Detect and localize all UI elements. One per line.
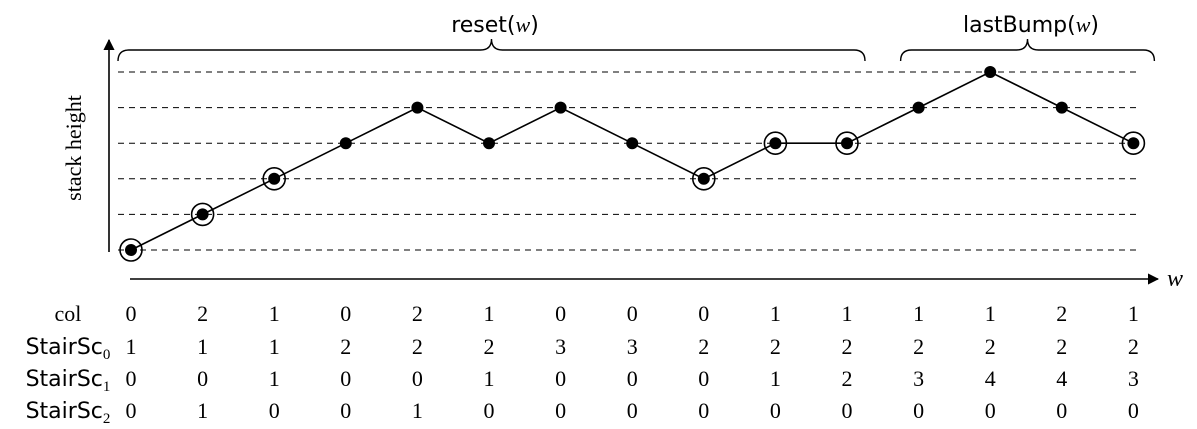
row-label: StairSc1 bbox=[26, 367, 111, 395]
table-cell: 2 bbox=[484, 334, 495, 359]
table-cell: 0 bbox=[126, 366, 137, 391]
table-cell: 1 bbox=[1128, 301, 1139, 326]
data-point bbox=[196, 208, 209, 221]
data-point bbox=[339, 137, 352, 150]
table-cell: 0 bbox=[197, 366, 208, 391]
table-cell: 0 bbox=[698, 301, 709, 326]
table-cell: 2 bbox=[842, 334, 853, 359]
table-cell: 1 bbox=[269, 334, 280, 359]
table-cell: 2 bbox=[770, 334, 781, 359]
table-cell: 0 bbox=[1056, 398, 1067, 423]
data-point bbox=[697, 172, 710, 185]
table-cell: 2 bbox=[913, 334, 924, 359]
table-cell: 0 bbox=[1128, 398, 1139, 423]
data-point bbox=[841, 137, 853, 150]
table-cell: 0 bbox=[412, 366, 423, 391]
series-line bbox=[130, 71, 1134, 251]
table-cell: 1 bbox=[770, 366, 781, 391]
table-cell: 2 bbox=[1056, 301, 1067, 326]
table-cell: 2 bbox=[1128, 334, 1139, 359]
table-cell: 1 bbox=[484, 301, 495, 326]
table-cell: 0 bbox=[126, 398, 137, 423]
table-cell: 0 bbox=[627, 366, 638, 391]
table-cell: 0 bbox=[269, 398, 280, 423]
table-cell: 2 bbox=[1056, 334, 1067, 359]
table-cell: 3 bbox=[555, 334, 566, 359]
table-cell: 0 bbox=[555, 398, 566, 423]
data-point bbox=[1055, 101, 1068, 114]
circled-marker-ring bbox=[119, 238, 143, 262]
table-cell: 0 bbox=[340, 398, 351, 423]
lastbump-label: lastBump(w) bbox=[963, 12, 1099, 38]
table-cell: 1 bbox=[197, 398, 208, 423]
data-point bbox=[984, 66, 997, 78]
table-cell: 2 bbox=[412, 334, 423, 359]
table-cell: 4 bbox=[985, 366, 996, 391]
circled-marker-ring bbox=[763, 131, 788, 155]
data-point bbox=[268, 172, 281, 185]
table-cell: 0 bbox=[985, 398, 996, 423]
table-cell: 2 bbox=[842, 366, 853, 391]
table-cell: 0 bbox=[555, 301, 566, 326]
table-cell: 0 bbox=[842, 398, 853, 423]
table-cell: 3 bbox=[627, 334, 638, 359]
table-cell: 0 bbox=[698, 398, 709, 423]
table-cell: 0 bbox=[555, 366, 566, 391]
y-axis-label: stack height bbox=[61, 95, 86, 201]
table-cell: 0 bbox=[627, 301, 638, 326]
circled-marker-ring bbox=[1121, 131, 1146, 155]
data-point bbox=[411, 101, 424, 114]
table-cell: 1 bbox=[126, 334, 137, 359]
table-cell: 0 bbox=[340, 301, 351, 326]
table-cell: 1 bbox=[842, 301, 853, 326]
table-cell: 0 bbox=[770, 398, 781, 423]
table-cell: 0 bbox=[484, 398, 495, 423]
table-cell: 1 bbox=[412, 398, 423, 423]
grid-lines bbox=[118, 71, 1137, 251]
lastbump-brace bbox=[899, 38, 1156, 62]
table-cell: 4 bbox=[1056, 366, 1067, 391]
data-point bbox=[483, 137, 495, 150]
table-cell: 1 bbox=[913, 301, 924, 326]
data-point bbox=[554, 101, 567, 114]
reset-brace bbox=[117, 38, 866, 62]
table-cell: 1 bbox=[269, 366, 280, 391]
table-cell: 1 bbox=[770, 301, 781, 326]
table-cell: 0 bbox=[698, 366, 709, 391]
row-label: StairSc2 bbox=[26, 399, 111, 427]
row-label: StairSc0 bbox=[26, 335, 111, 363]
table-cell: 3 bbox=[913, 366, 924, 391]
data-point bbox=[125, 244, 137, 256]
circled-marker-ring bbox=[835, 131, 859, 155]
table-cell: 2 bbox=[340, 334, 351, 359]
circled-marker-ring bbox=[262, 167, 287, 191]
table-cell: 2 bbox=[985, 334, 996, 359]
height-series bbox=[119, 66, 1146, 262]
table-cell: 2 bbox=[698, 334, 709, 359]
brace-group bbox=[117, 38, 1156, 62]
data-point bbox=[912, 101, 925, 114]
table-cell: 0 bbox=[340, 366, 351, 391]
table-cell: 1 bbox=[484, 366, 495, 391]
circled-marker-ring bbox=[190, 202, 215, 227]
data-point bbox=[626, 137, 639, 150]
table-cell: 2 bbox=[197, 301, 208, 326]
table-cell: 1 bbox=[197, 334, 208, 359]
table-cell: 1 bbox=[985, 301, 996, 326]
data-point bbox=[1127, 137, 1140, 150]
data-point bbox=[769, 137, 782, 150]
circled-marker-ring bbox=[691, 167, 716, 191]
row-label: col bbox=[55, 301, 82, 326]
table-cell: 1 bbox=[269, 301, 280, 326]
value-table: col 0 2 1 0 2 1 0 0 0 1 1 1 1 2 1 StairSc0 1 1 1 2 2 2 3 3 2 2 2 2 2 2… bbox=[26, 301, 1139, 427]
table-cell: 0 bbox=[913, 398, 924, 423]
x-axis-label: w bbox=[1167, 266, 1183, 292]
table-cell: 2 bbox=[412, 301, 423, 326]
table-cell: 0 bbox=[126, 301, 137, 326]
table-cell: 0 bbox=[627, 398, 638, 423]
reset-label: reset(w) bbox=[451, 12, 539, 38]
table-cell: 3 bbox=[1128, 366, 1139, 391]
